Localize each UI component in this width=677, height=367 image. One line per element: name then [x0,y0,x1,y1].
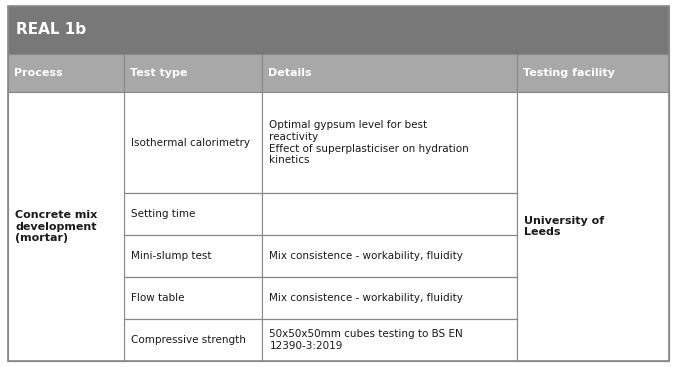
Bar [8,193,124,235]
Bar [8,92,124,193]
Bar [8,319,124,361]
Bar [8,277,124,319]
Bar [263,319,517,361]
Text: University of
Leeds: University of Leeds [524,216,604,237]
Bar [263,235,517,277]
Text: Mix consistence - workability, fluidity: Mix consistence - workability, fluidity [269,251,463,261]
Bar [263,54,517,92]
Bar [517,92,669,193]
Bar [8,6,669,54]
Bar [517,319,669,361]
Text: Optimal gypsum level for best
reactivity
Effect of superplasticiser on hydration: Optimal gypsum level for best reactivity… [269,120,469,165]
Bar [517,54,669,92]
Bar [8,235,124,277]
Text: Compressive strength: Compressive strength [131,335,246,345]
Text: Mix consistence - workability, fluidity: Mix consistence - workability, fluidity [269,293,463,303]
Text: 50x50x50mm cubes testing to BS EN
12390-3:2019: 50x50x50mm cubes testing to BS EN 12390-… [269,329,463,351]
Bar [124,92,263,193]
Text: Process: Process [14,68,63,78]
Text: Flow table: Flow table [131,293,184,303]
Text: Testing facility: Testing facility [523,68,615,78]
Bar [124,319,263,361]
Bar [263,193,517,235]
Bar [517,277,669,319]
Bar [8,54,124,92]
Text: Isothermal calorimetry: Isothermal calorimetry [131,138,250,148]
Text: Mini-slump test: Mini-slump test [131,251,211,261]
Bar [263,92,517,193]
Text: Setting time: Setting time [131,210,195,219]
Text: Test type: Test type [130,68,187,78]
Bar [517,92,669,361]
Text: REAL 1b: REAL 1b [16,22,86,37]
Bar [124,277,263,319]
Bar [124,54,263,92]
Text: Details: Details [269,68,312,78]
Bar [124,193,263,235]
Text: Concrete mix
development
(mortar): Concrete mix development (mortar) [15,210,97,243]
Bar [124,235,263,277]
Bar [517,193,669,235]
Bar [263,277,517,319]
Bar [517,235,669,277]
Bar [8,92,124,361]
